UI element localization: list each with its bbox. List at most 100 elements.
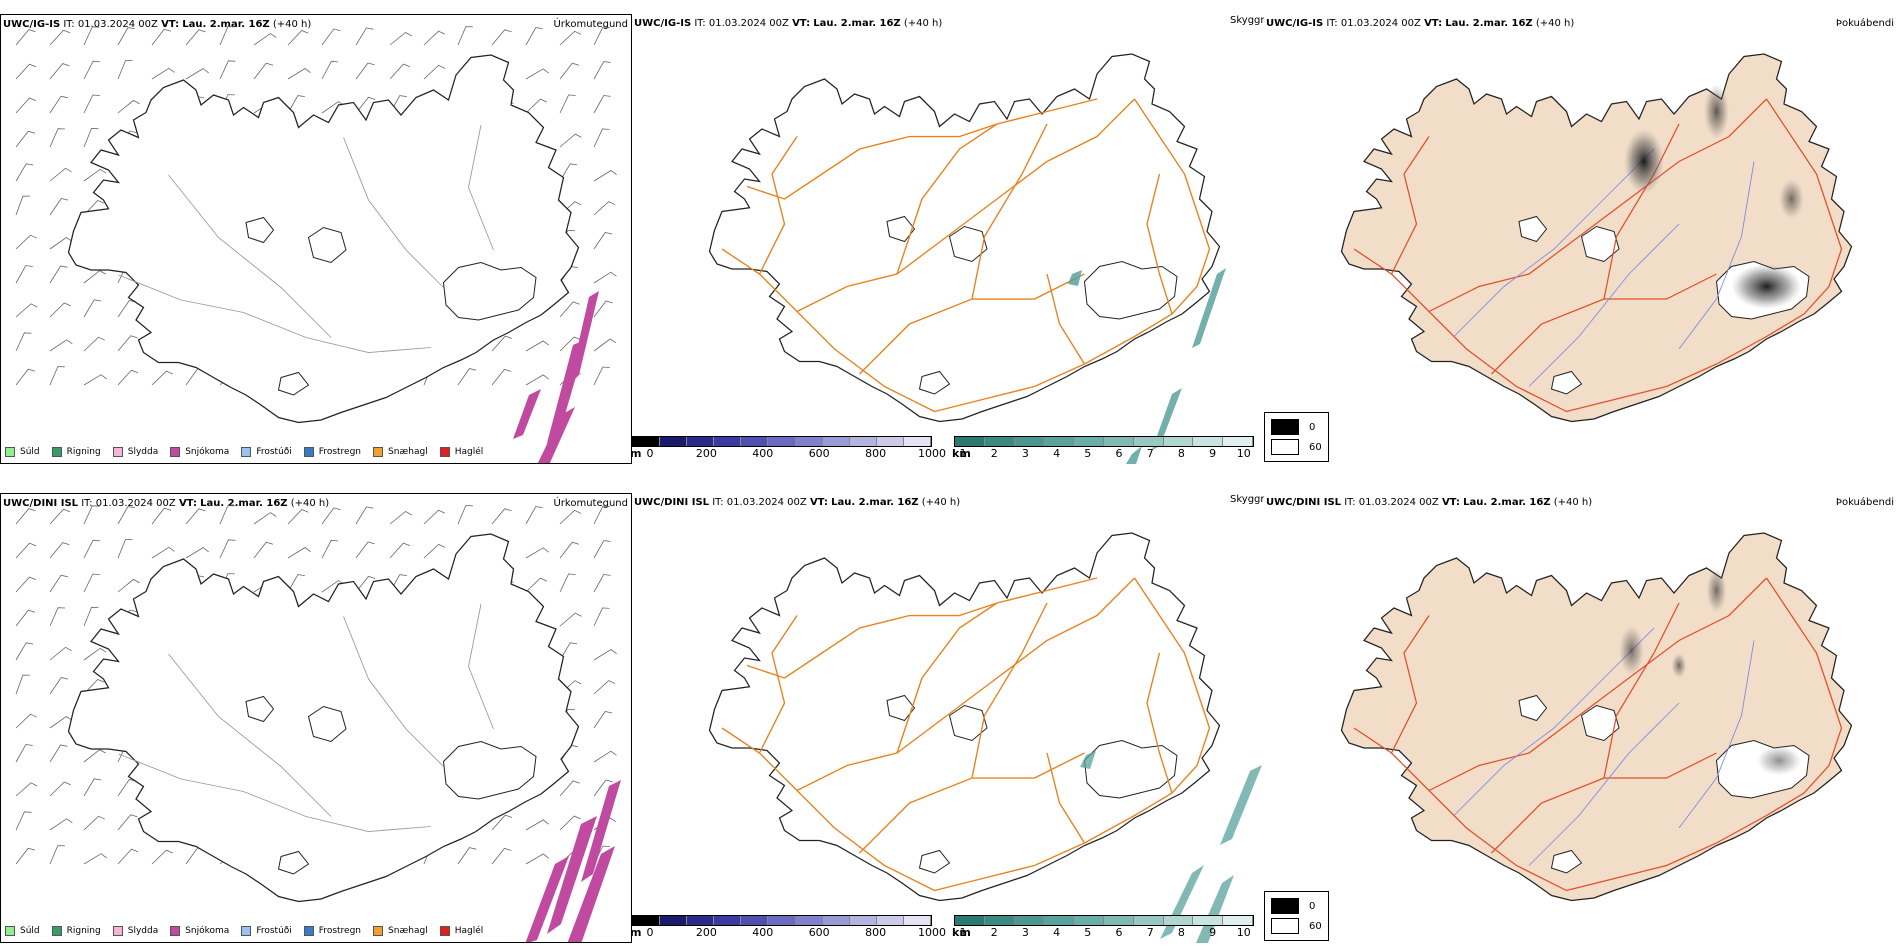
panel-header: UWC/IG-IS IT: 01.03.2024 00Z VT: Lau. 2.… — [1266, 18, 1574, 29]
panel-title: Úrkomutegund — [553, 19, 628, 30]
wind-barb — [49, 302, 71, 318]
colorbar-segment — [955, 916, 985, 925]
wind-barb — [185, 29, 206, 46]
snow-bands — [525, 780, 621, 942]
legend-label: Haglél — [454, 926, 484, 936]
wind-barb — [15, 744, 33, 763]
lead-time: (+40 h) — [290, 498, 330, 509]
colorbar-tick-label: 2 — [990, 926, 998, 939]
wind-barb — [185, 547, 209, 559]
colorbar-segment — [1193, 916, 1224, 925]
wind-barb — [49, 818, 73, 831]
colorbar-tick-label: 400 — [752, 926, 774, 939]
panel-title: Þokuábendi — [1835, 497, 1894, 508]
legend-item: Snæhagl — [373, 926, 428, 936]
wind-barb — [49, 716, 73, 729]
vt-value: Lau. 2.mar. 16Z — [182, 19, 270, 30]
wind-barb — [49, 845, 65, 865]
colorbar-segment — [687, 437, 715, 446]
vt-label: VT: — [1441, 497, 1460, 508]
visibility-map — [708, 532, 1262, 943]
wind-barb — [219, 505, 235, 525]
vt-value: Lau. 2.mar. 16Z — [1463, 497, 1551, 508]
colorbar-segment — [741, 437, 769, 446]
colorbar-segment — [1163, 437, 1194, 446]
wind-barb — [15, 674, 30, 695]
colorbar-tick-label: 0 — [646, 926, 654, 939]
wind-barb — [117, 539, 133, 559]
legend-label: Snjókoma — [185, 926, 230, 936]
wind-barb — [525, 547, 549, 559]
panel-header: UWC/IG-IS IT: 01.03.2024 00Z VT: Lau. 2.… — [634, 18, 942, 29]
lead-time: (+40 h) — [1553, 497, 1593, 508]
wind-barb — [593, 574, 611, 593]
model-name: UWC/DINI ISL — [1266, 497, 1342, 508]
colorbar-tick-label: 600 — [808, 926, 830, 939]
colorbar-tick-label: 0 — [646, 447, 654, 460]
colorbar-segment — [1014, 437, 1045, 446]
model-name: UWC/IG-IS — [634, 18, 692, 29]
legend-label: Súld — [20, 447, 40, 457]
wind-barb — [457, 368, 477, 386]
colorbar-segment — [1074, 916, 1104, 925]
wind-barb — [15, 642, 34, 661]
colorbar-segment — [984, 916, 1015, 925]
legend-swatch — [5, 926, 15, 936]
wind-barb — [15, 609, 36, 627]
legend-swatch — [241, 926, 252, 936]
wind-barb — [49, 95, 68, 114]
elevation-ticks: 0 200 400 600 800 1000 — [632, 926, 947, 939]
wind-barb — [525, 98, 547, 114]
legend-swatch — [241, 447, 252, 457]
colorbar-tick-label: 800 — [865, 447, 887, 460]
panel-header: UWC/IG-IS IT: 01.03.2024 00Z VT: Lau. 2.… — [3, 19, 311, 30]
wind-barb — [83, 573, 100, 593]
wind-barb — [321, 28, 341, 46]
precip-legend: Súld Rigning Slydda Snjókoma Frostúði Frostre… — [5, 447, 483, 457]
visibility-ticks: 1 2 3 4 5 6 7 8 9 10 — [954, 926, 1254, 939]
colorbar-segment — [1014, 916, 1045, 925]
wind-barb — [151, 849, 173, 865]
legend-swatch — [170, 447, 181, 457]
vt-value: Lau. 2.mar. 16Z — [831, 497, 919, 508]
wind-barb — [49, 63, 70, 80]
legend-item: Frostregn — [303, 447, 361, 457]
colorbar-segment — [633, 916, 661, 925]
wind-barb — [83, 26, 100, 46]
wind-barb — [423, 30, 445, 46]
wind-barb — [423, 543, 446, 559]
colorbar-tick-label: 200 — [695, 926, 717, 939]
colorbar-segment — [1223, 916, 1253, 925]
legend-swatch — [170, 926, 181, 936]
colorbar-tick-label: 800 — [865, 926, 887, 939]
wind-barb — [15, 811, 32, 831]
wind-barb — [559, 94, 576, 114]
wind-barb — [83, 539, 101, 559]
legend-swatch — [439, 447, 450, 457]
wind-barb — [559, 30, 582, 46]
wind-barb — [15, 234, 37, 250]
vt-value: Lau. 2.mar. 16Z — [1445, 18, 1533, 29]
wind-barb — [83, 299, 102, 318]
colorbar-segment — [1163, 916, 1194, 925]
wind-barb — [491, 814, 513, 831]
wind-barb — [117, 506, 135, 525]
colorbar-tick-label: 9 — [1209, 926, 1217, 939]
cloud-key: 0 60 — [1264, 891, 1329, 941]
wind-barb — [593, 300, 613, 318]
colorbar-segment — [660, 916, 688, 925]
colorbar-segment — [768, 916, 796, 925]
wind-barb — [49, 508, 71, 525]
wind-barb — [83, 200, 105, 216]
colorbar-segment — [1103, 437, 1134, 446]
lead-time: (+40 h) — [921, 497, 961, 508]
wind-barb — [389, 32, 412, 46]
vt-label: VT: — [809, 497, 828, 508]
wind-barb — [151, 67, 175, 80]
model-name: UWC/DINI ISL — [3, 498, 79, 509]
wind-barb — [219, 26, 235, 46]
wind-barb — [355, 506, 374, 525]
vt-label: VT: — [792, 18, 811, 29]
wind-barb — [593, 711, 613, 729]
legend-item: Súld — [5, 926, 40, 936]
